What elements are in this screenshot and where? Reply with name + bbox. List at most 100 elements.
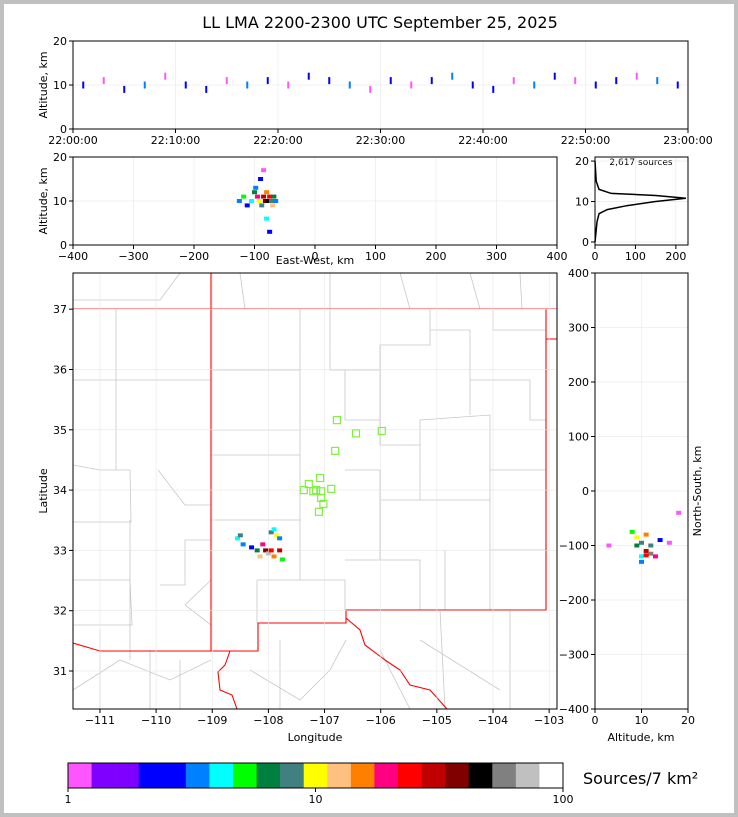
source-cell bbox=[328, 77, 331, 85]
x-tick-label: −300 bbox=[118, 250, 148, 263]
source-cell bbox=[265, 551, 271, 556]
x-tick-label: −111 bbox=[85, 714, 115, 727]
y-axis-label: Altitude, km bbox=[37, 167, 50, 234]
station bbox=[319, 499, 328, 509]
source-cell bbox=[261, 168, 267, 173]
source-cell bbox=[164, 72, 167, 80]
source-cell bbox=[271, 527, 277, 532]
source-cell bbox=[254, 548, 260, 553]
station bbox=[327, 484, 336, 493]
color-segment bbox=[515, 763, 540, 788]
x-tick-label: 0 bbox=[592, 714, 599, 727]
source-cell bbox=[389, 77, 392, 85]
source-cell bbox=[268, 530, 274, 535]
source-cell bbox=[634, 535, 640, 540]
source-cell bbox=[235, 536, 241, 541]
source-cell bbox=[252, 190, 257, 195]
y-tick-label: −200 bbox=[559, 594, 589, 607]
source-cell bbox=[260, 542, 266, 547]
histogram-line bbox=[594, 161, 687, 243]
source-cell bbox=[451, 72, 454, 80]
color-segment bbox=[68, 763, 92, 788]
source-cell bbox=[594, 81, 597, 89]
station bbox=[332, 416, 341, 425]
y-tick-label: 10 bbox=[575, 196, 589, 209]
source-cell bbox=[265, 199, 271, 203]
source-cell bbox=[533, 81, 536, 89]
x-tick-label: 22:30:00 bbox=[356, 134, 405, 147]
color-segment bbox=[539, 763, 564, 788]
y-tick-label: 20 bbox=[575, 155, 589, 168]
color-segment bbox=[256, 763, 281, 788]
y-axis-label: Latitude bbox=[37, 468, 50, 514]
source-cell bbox=[639, 554, 644, 559]
x-axis-label: Altitude, km bbox=[607, 731, 674, 744]
source-cell bbox=[259, 203, 265, 208]
source-cell bbox=[274, 533, 280, 538]
source-cell bbox=[249, 545, 255, 550]
y-tick-label: −300 bbox=[559, 649, 589, 662]
source-cell bbox=[492, 85, 495, 93]
source-cell bbox=[634, 543, 640, 548]
x-axis-label: East-West, km bbox=[276, 254, 354, 267]
x-tick-label: −400 bbox=[58, 250, 88, 263]
source-cell bbox=[277, 548, 283, 553]
y-tick-label: 33 bbox=[53, 544, 67, 557]
y-tick-label: 100 bbox=[568, 431, 589, 444]
x-tick-label: 22:10:00 bbox=[151, 134, 200, 147]
axes-frame bbox=[594, 156, 689, 246]
x-tick-label: 0 bbox=[592, 250, 599, 263]
color-segment bbox=[233, 763, 257, 788]
source-cell bbox=[643, 548, 649, 553]
source-cell bbox=[244, 203, 250, 208]
source-cell bbox=[253, 185, 259, 190]
y-axis-label: North-South, km bbox=[691, 446, 704, 537]
color-segment bbox=[374, 763, 399, 788]
x-tick-label: 400 bbox=[547, 250, 568, 263]
axes-frame bbox=[72, 272, 558, 710]
source-cell bbox=[258, 177, 264, 181]
x-axis-label: Longitude bbox=[288, 731, 343, 744]
source-cell bbox=[102, 77, 105, 85]
x-tick-label: 20 bbox=[681, 714, 695, 727]
source-cell bbox=[648, 551, 654, 556]
y-tick-label: 20 bbox=[53, 151, 67, 164]
color-segment bbox=[327, 763, 352, 788]
color-segment bbox=[209, 763, 234, 788]
source-cell bbox=[267, 194, 273, 199]
x-tick-label: 22:20:00 bbox=[253, 134, 302, 147]
source-cell bbox=[666, 540, 672, 545]
x-tick-label: 10 bbox=[309, 793, 323, 806]
source-cell bbox=[574, 77, 577, 85]
x-tick-label: −105 bbox=[422, 714, 452, 727]
source-cell bbox=[629, 529, 635, 534]
source-cell bbox=[225, 77, 228, 85]
source-cell bbox=[82, 81, 85, 89]
x-tick-label: 22:40:00 bbox=[458, 134, 507, 147]
source-cell bbox=[307, 72, 310, 80]
source-cell bbox=[676, 510, 682, 515]
x-tick-label: 100 bbox=[553, 793, 574, 806]
source-cell bbox=[271, 194, 277, 199]
x-tick-label: −100 bbox=[239, 250, 269, 263]
station bbox=[304, 479, 313, 489]
source-cell bbox=[643, 553, 649, 558]
y-tick-label: −400 bbox=[559, 703, 589, 716]
station bbox=[315, 473, 325, 483]
station bbox=[299, 485, 308, 495]
source-cell bbox=[261, 194, 267, 199]
station bbox=[314, 507, 324, 516]
x-tick-label: 200 bbox=[426, 250, 447, 263]
x-tick-label: −108 bbox=[253, 714, 283, 727]
x-tick-label: 1 bbox=[65, 793, 72, 806]
source-cell bbox=[639, 559, 644, 564]
colorbar-label: Sources/7 km² bbox=[583, 769, 698, 788]
source-cell bbox=[240, 542, 246, 547]
y-axis-label: Altitude, km bbox=[37, 51, 50, 118]
color-segment bbox=[91, 763, 116, 788]
x-tick-label: 22:00:00 bbox=[48, 134, 97, 147]
source-cell bbox=[271, 554, 277, 559]
color-segment bbox=[445, 763, 470, 788]
source-cell bbox=[123, 85, 126, 93]
